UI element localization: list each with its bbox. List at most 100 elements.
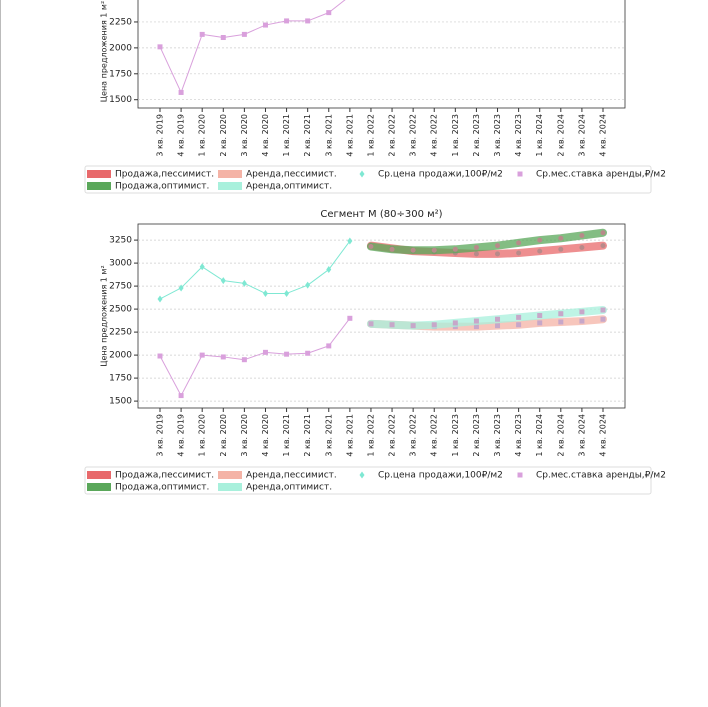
marker [473,324,479,330]
x-tick-label: 3 кв. 2023 [493,414,502,457]
y-tick-label: 2250 [109,17,132,27]
legend-swatch [218,483,242,491]
x-tick-label: 1 кв. 2021 [282,114,291,157]
legend-swatch [218,170,242,178]
x-tick-label: 2 кв. 2024 [556,414,565,457]
marker [241,357,247,363]
x-tick-label: 1 кв. 2020 [198,114,207,157]
x-tick-label: 2 кв. 2022 [388,414,397,457]
history-line [159,0,346,93]
x-tick-label: 4 кв. 2023 [514,414,523,457]
y-tick-label: 2000 [109,43,132,53]
marker [220,35,226,41]
x-tick-label: 4 кв. 2020 [261,414,270,457]
x-tick-label: 3 кв. 2024 [577,414,586,457]
x-tick-label: 3 кв. 2022 [409,414,418,457]
marker [452,246,458,252]
marker [516,314,522,320]
marker [347,237,353,245]
legend-swatch [87,170,111,178]
marker [199,31,205,37]
x-tick-label: 3 кв. 2021 [324,114,333,157]
y-tick-label: 3250 [109,236,132,246]
y-tick-label: 2250 [109,328,132,338]
marker [410,323,416,329]
marker [178,89,184,95]
forecast-band [366,306,607,330]
legend-label: Ср.мес.ставка аренды,₽/м2 [536,471,666,481]
legend-label: Продажа,пессимист. [115,471,214,481]
y-tick-label: 1750 [109,69,132,79]
marker [495,243,501,249]
marker [368,244,374,250]
x-tick-label: 3 кв. 2024 [577,114,586,157]
legend-label: Продажа,пессимист. [115,170,214,180]
marker [157,353,163,359]
x-tick-label: 1 кв. 2020 [198,414,207,457]
marker [537,237,543,243]
x-tick-label: 2 кв. 2022 [388,114,397,157]
marker [326,10,332,16]
marker [326,343,332,349]
legend-swatch [87,471,111,479]
marker [431,247,437,253]
plot [157,228,607,399]
x-tick-label: 1 кв. 2023 [451,414,460,457]
marker [558,235,564,241]
marker [558,319,564,325]
marker [537,320,543,326]
marker [558,311,564,317]
marker [284,351,290,357]
x-tick-label: 1 кв. 2022 [366,114,375,157]
marker [305,18,311,24]
x-tick-label: 2 кв. 2023 [472,114,481,157]
marker [262,289,268,297]
marker [262,22,268,28]
legend-marker [517,472,523,478]
legend-swatch [218,471,242,479]
marker [495,316,501,322]
x-tick-label: 2 кв. 2021 [303,414,312,457]
marker [579,318,585,324]
y-tick-label: 1500 [109,397,132,407]
marker [516,250,522,256]
y-tick-label: 2750 [109,282,132,292]
x-tick-label: 4 кв. 2020 [261,114,270,157]
x-tick-label: 3 кв. 2022 [409,114,418,157]
x-tick-label: 4 кв. 2022 [430,414,439,457]
x-tick-label: 4 кв. 2024 [599,414,608,457]
plot [157,0,346,95]
x-tick-label: 4 кв. 2022 [430,114,439,157]
x-tick-label: 4 кв. 2024 [599,114,608,157]
x-tick-label: 4 кв. 2019 [177,414,186,457]
plot-frame [137,0,626,109]
x-tick-label: 1 кв. 2021 [282,414,291,457]
legend-label: Аренда,оптимист. [246,182,332,192]
marker [516,322,522,328]
marker [284,289,290,297]
y-tick-label: 2000 [109,351,132,361]
marker [516,240,522,246]
legend-label: Ср.цена продажи,100₽/м2 [378,471,503,481]
marker [178,393,184,399]
x-tick-label: 3 кв. 2019 [156,414,165,457]
marker [347,315,353,321]
marker [495,251,501,257]
y-tick-label: 1750 [109,374,132,384]
x-tick-label: 1 кв. 2024 [535,114,544,157]
legend-label: Ср.цена продажи,100₽/м2 [378,170,503,180]
x-tick-label: 2 кв. 2021 [303,114,312,157]
legend-label: Аренда,пессимист. [246,170,337,180]
legend-label: Продажа,оптимист. [115,483,209,493]
marker [600,230,606,236]
marker [305,350,311,356]
x-tick-label: 4 кв. 2021 [345,114,354,157]
marker [389,322,395,328]
marker [579,244,585,250]
legend-marker [517,171,523,177]
x-tick-label: 3 кв. 2023 [493,114,502,157]
marker [537,313,543,319]
x-tick-label: 1 кв. 2024 [535,414,544,457]
marker [600,316,606,322]
